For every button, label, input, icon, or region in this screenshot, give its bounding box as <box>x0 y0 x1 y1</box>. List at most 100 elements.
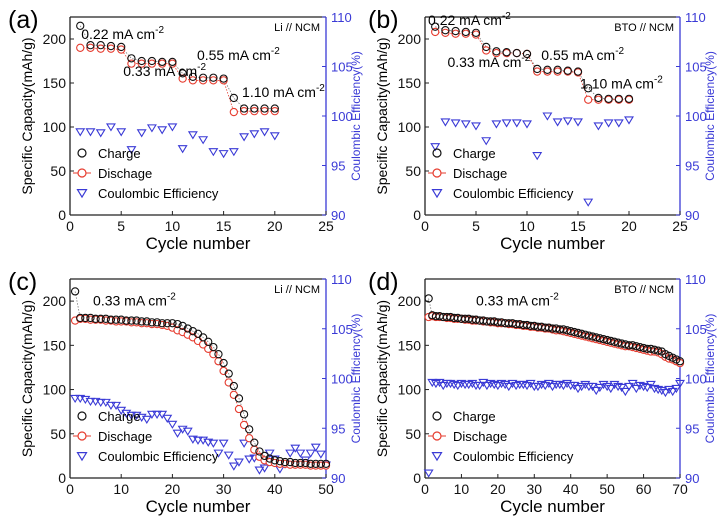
charge-point <box>675 357 685 366</box>
charge-point <box>91 314 100 323</box>
ce-point <box>580 380 591 390</box>
ce-point <box>603 119 614 128</box>
x-tick-label: 25 <box>672 218 688 234</box>
ce-point <box>536 380 547 390</box>
ce-point <box>518 380 529 390</box>
charge-point <box>209 342 218 352</box>
charge-point <box>152 318 162 327</box>
ce-point <box>295 449 306 458</box>
y-tick-label: 0 <box>58 207 66 223</box>
ce-point <box>152 410 163 419</box>
discharge-point <box>239 107 249 116</box>
ce-point <box>315 450 326 459</box>
ce-point <box>218 439 229 448</box>
y2-axis-title: Coulombic Efficiency(%) <box>349 51 363 181</box>
discharge-point <box>209 76 218 85</box>
annotation-text: 0.22 mA cm <box>81 26 155 42</box>
y-tick-label: 50 <box>50 163 66 179</box>
ce-point <box>105 401 116 411</box>
y2-tick-label: 95 <box>685 421 699 436</box>
charge-point <box>306 459 315 468</box>
ce-point <box>501 119 512 128</box>
ce-point <box>542 112 553 121</box>
sample-tag: Li // NCM <box>274 284 320 296</box>
charge-point <box>594 93 603 103</box>
y-tick-label: 100 <box>43 119 67 135</box>
ce-point <box>452 381 463 391</box>
ce-point <box>481 381 492 391</box>
current-density-label: 0.33 mA cm-2 <box>447 53 530 70</box>
ce-point <box>259 128 270 137</box>
sample-tag: BTO // NCM <box>614 22 674 34</box>
discharge-point <box>106 44 116 53</box>
ce-point <box>290 444 301 453</box>
ce-point <box>70 394 81 404</box>
y2-tick-label: 90 <box>331 471 345 486</box>
y2-tick-label: 100 <box>331 372 353 387</box>
charge-point <box>188 327 198 336</box>
ce-point <box>591 386 602 396</box>
discharge-point <box>198 76 208 85</box>
y-tick-label: 150 <box>398 337 422 353</box>
current-density-label: 0.33 mA cm-2 <box>93 292 176 309</box>
ce-point <box>511 119 522 128</box>
charge-point <box>168 319 177 328</box>
ce-point <box>598 380 609 390</box>
x-tick-label: 50 <box>599 481 615 497</box>
charge-point <box>127 316 136 325</box>
annotation-text: 0.33 mA cm <box>447 54 521 70</box>
current-density-label: 0.55 mA cm-2 <box>541 46 624 63</box>
ce-point <box>620 387 631 397</box>
charge-point <box>204 337 213 346</box>
ce-point <box>616 383 627 393</box>
ce-point <box>95 129 106 138</box>
charge-point <box>96 41 105 50</box>
current-density-label: 0.33 mA cm-2 <box>476 292 559 309</box>
charge-point <box>296 458 305 468</box>
discharge-point <box>117 45 126 54</box>
annotation-superscript: -2 <box>550 292 559 303</box>
ce-point <box>491 120 502 129</box>
charge-point <box>178 69 187 78</box>
ce-point <box>522 120 532 129</box>
x-tick-label: 10 <box>113 481 129 497</box>
x-tick-label: 10 <box>519 218 535 234</box>
ce-point <box>593 122 604 131</box>
legend-label: Charge <box>98 409 141 424</box>
charge-point <box>224 369 233 378</box>
charge-point <box>512 48 521 58</box>
ce-point <box>85 128 96 137</box>
x-tick-label: 20 <box>267 218 283 234</box>
annotation-text: 0.22 mA cm <box>428 12 502 28</box>
ce-point <box>558 381 569 391</box>
panel-label: (c) <box>8 268 37 296</box>
ce-point <box>631 384 642 394</box>
charge-point <box>265 454 274 463</box>
panel-label: (d) <box>368 268 399 296</box>
y2-tick-label: 90 <box>331 208 345 223</box>
current-density-label: 1.10 mA cm-2 <box>242 83 325 100</box>
y2-tick-label: 100 <box>685 109 707 124</box>
charge-point <box>117 42 126 52</box>
ce-point <box>75 128 86 137</box>
charge-point <box>316 459 326 468</box>
panel-a: (a) 0 5 10 15 20 25 0 50 100 150 200 90 95 100 105 110 Cy… <box>8 6 363 253</box>
discharge-point <box>250 107 259 116</box>
charge-point <box>270 456 279 465</box>
ce-point <box>172 429 183 438</box>
y-tick-label: 0 <box>413 207 421 223</box>
ce-point <box>228 462 239 471</box>
discharge-point <box>229 390 238 400</box>
ce-point <box>492 381 503 391</box>
ce-point <box>223 451 234 460</box>
y-axis-title: Specific Capacity(mAh/g) <box>374 37 390 194</box>
x-tick-label: 5 <box>472 218 480 234</box>
ce-point <box>95 398 106 408</box>
ce-point <box>157 126 168 135</box>
y2-tick-label: 95 <box>331 421 345 436</box>
annotation-superscript: -2 <box>197 62 206 73</box>
charge-point <box>471 28 481 37</box>
ce-point <box>671 384 682 394</box>
charge-point <box>522 49 532 59</box>
series-line <box>435 31 629 101</box>
